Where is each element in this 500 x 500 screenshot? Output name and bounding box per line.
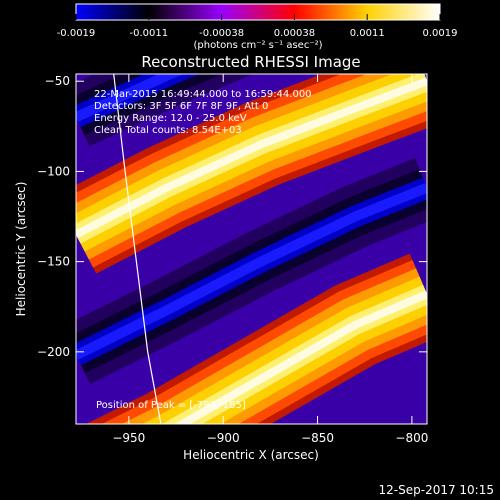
colorbar-tick-label: 0.0011	[350, 28, 385, 39]
x-tick-label: −950	[112, 431, 145, 445]
y-axis: −50 −100 −150 −200	[37, 74, 427, 359]
info-line: Clean Total counts: 8.54E+03	[94, 125, 242, 136]
colorbar: -0.0019 -0.0011 -0.00038 0.00038 0.0011 0.001…	[57, 3, 458, 51]
info-line: Energy Range: 12.0 - 25.0 keV	[94, 113, 247, 124]
colorbar-gradient	[75, 3, 441, 21]
plot-frame	[75, 73, 428, 425]
x-tick-label: −800	[395, 431, 428, 445]
solar-limb-line	[113, 74, 162, 424]
y-tick-label: −200	[37, 345, 70, 359]
y-tick-label: −50	[45, 74, 70, 88]
dark-negative-band	[76, 183, 427, 360]
colorbar-unit-label: (photons cm⁻² s⁻¹ asec⁻²)	[193, 40, 322, 51]
colorbar-tick-label: 0.00038	[274, 28, 315, 39]
x-axis-label: Heliocentric X (arcsec)	[183, 448, 319, 462]
colorbar-ticks: -0.0019 -0.0011 -0.00038 0.00038 0.0011 0.001…	[57, 14, 458, 39]
bright-emission-band	[174, 290, 427, 424]
footer-date: 12-Sep-2017 10:15	[379, 483, 494, 497]
colorbar-tick-label: 0.0019	[423, 28, 458, 39]
x-tick-label: −850	[301, 431, 334, 445]
info-line: Detectors: 3F 5F 6F 7F 8F 9F, Att 0	[94, 101, 268, 112]
dark-negative-band	[76, 74, 184, 122]
colorbar-tick-label: -0.0019	[57, 28, 96, 39]
info-text: 22-Mar-2015 16:49:44.000 to 16:59:44.000…	[94, 89, 312, 136]
info-line: 22-Mar-2015 16:49:44.000 to 16:59:44.000	[94, 89, 312, 100]
x-tick-label: −900	[207, 431, 240, 445]
heatmap-plot: 22-Mar-2015 16:49:44.000 to 16:59:44.000…	[75, 73, 428, 425]
y-tick-label: −100	[37, 164, 70, 178]
colorbar-tick-label: -0.00038	[199, 28, 244, 39]
peak-position-label: Position of Peak = [-793,-185]	[96, 400, 246, 411]
bright-emission-band	[76, 77, 427, 239]
colorbar-tick-label: -0.0011	[129, 28, 168, 39]
y-axis-label: Heliocentric Y (arcsec)	[14, 182, 28, 317]
y-tick-label: −150	[37, 255, 70, 269]
x-axis: −950 −900 −850 −800	[112, 74, 428, 445]
solar-limb	[113, 74, 162, 424]
chart-title: Reconstructed RHESSI Image	[141, 53, 360, 71]
heatmap-bands	[76, 74, 427, 424]
